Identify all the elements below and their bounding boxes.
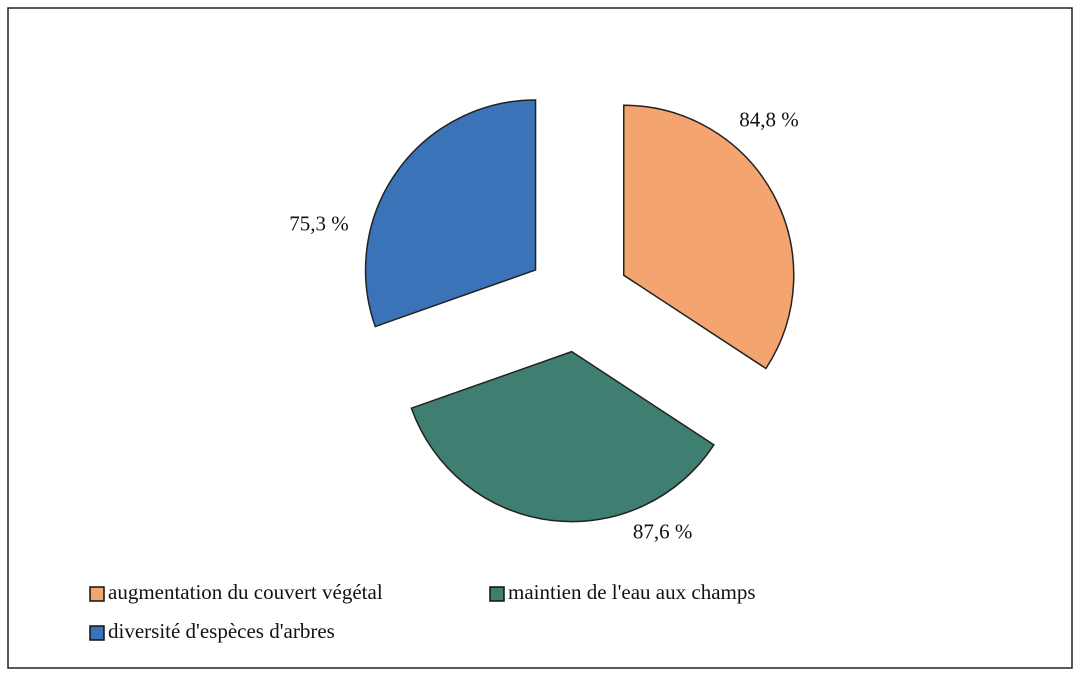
legend-label: diversité d'espèces d'arbres <box>108 619 335 643</box>
legend-label: augmentation du couvert végétal <box>108 580 383 604</box>
data-label: 87,6 % <box>633 519 693 543</box>
pie-slice <box>410 350 715 523</box>
legend-swatch <box>89 586 105 602</box>
legend-swatch <box>89 625 105 641</box>
data-label: 75,3 % <box>289 211 349 235</box>
legend-label: maintien de l'eau aux champs <box>508 580 756 604</box>
legend-swatch <box>489 586 505 602</box>
pie-slice <box>623 104 795 370</box>
data-label: 84,8 % <box>739 108 799 132</box>
frame <box>7 7 1073 669</box>
pie-slice <box>364 99 537 328</box>
